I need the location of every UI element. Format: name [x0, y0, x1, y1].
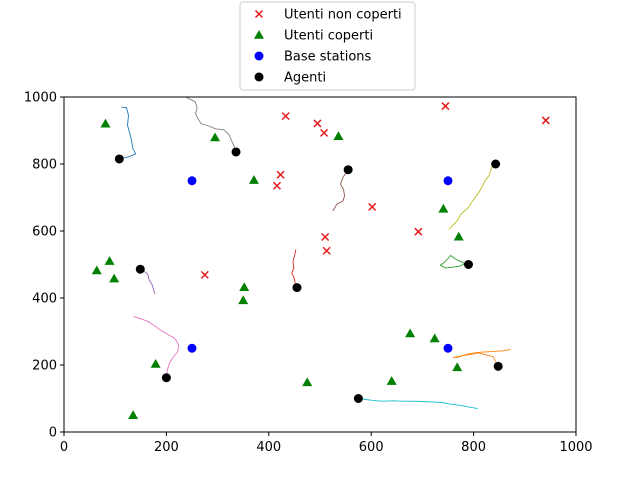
legend-base-stations-label: Base stations [284, 50, 372, 65]
covered-user-marker-2 [210, 132, 221, 142]
uncovered-user-marker-5-stroke-b [320, 128, 329, 137]
agent-marker-6 [292, 283, 302, 293]
trajectory-line-3 [332, 169, 349, 212]
trajectory-line-10 [453, 349, 511, 367]
x-tick-label-1000: 1000 [559, 440, 592, 455]
trajectory-line-5 [140, 268, 156, 295]
covered-user-marker-13 [429, 333, 440, 343]
legend: Utenti non coperti Utenti coperti Base sta… [239, 1, 416, 91]
covered-user-marker-8 [91, 265, 102, 275]
uncovered-user-marker-2-stroke-b [441, 102, 450, 111]
legend-base-stations-marker [254, 51, 264, 61]
legend-uncovered-users-marker-stroke-b [254, 9, 264, 19]
uncovered-user-marker-2 [441, 102, 450, 111]
agent-marker-1 [114, 154, 124, 164]
covered-user-marker-1 [100, 118, 111, 128]
uncovered-user-marker-8-stroke-b [368, 202, 377, 211]
uncovered-user-marker-5 [320, 128, 329, 137]
y-tick-label-600: 600 [32, 225, 57, 240]
trajectory-line-2 [185, 96, 237, 151]
base-station-marker-4 [443, 343, 453, 353]
uncovered-user-marker-7-stroke-b [272, 181, 282, 190]
x-tick-label-0: 0 [60, 440, 68, 455]
legend-covered-users-label: Utenti coperti [284, 29, 373, 44]
uncovered-user-marker-11 [322, 246, 331, 255]
agent-marker-10 [493, 361, 503, 371]
y-tick-label-400: 400 [32, 292, 57, 307]
uncovered-user-marker-1 [281, 112, 290, 121]
legend-covered-users-marker [254, 30, 264, 39]
uncovered-user-marker-10-stroke-b [321, 232, 330, 242]
base-station-marker-3 [187, 343, 197, 353]
agent-marker-5 [135, 264, 145, 274]
uncovered-user-marker-1-stroke-b [281, 112, 290, 121]
agent-marker-4 [491, 159, 501, 169]
covered-user-marker-14 [150, 358, 161, 368]
covered-user-marker-4 [248, 175, 259, 184]
uncovered-user-marker-12 [200, 270, 209, 279]
y-tick-label-1000: 1000 [24, 91, 57, 106]
trajectory-line-4 [448, 163, 494, 230]
legend-agents-label: Agenti [284, 71, 326, 86]
legend-uncovered-users-label: Utenti non coperti [284, 8, 402, 23]
agent-marker-8 [161, 373, 171, 383]
covered-user-marker-3 [333, 131, 344, 140]
legend-box [239, 1, 416, 91]
y-tick-label-0: 0 [49, 426, 57, 441]
covered-user-marker-15 [452, 362, 463, 372]
base-station-marker-2 [443, 176, 453, 186]
uncovered-user-marker-4 [313, 119, 322, 128]
base-station-marker-1 [187, 176, 197, 186]
uncovered-user-marker-6 [276, 170, 285, 179]
covered-user-marker-7 [104, 256, 115, 265]
uncovered-user-marker-10 [321, 232, 330, 242]
uncovered-user-marker-7 [272, 181, 282, 190]
uncovered-user-marker-9-stroke-b [414, 227, 423, 236]
plot-area [64, 97, 576, 432]
x-tick-label-200: 200 [154, 440, 179, 455]
uncovered-user-marker-4-stroke-b [313, 119, 322, 128]
x-tick-label-400: 400 [256, 440, 281, 455]
covered-user-marker-10 [239, 282, 250, 292]
covered-user-marker-12 [405, 328, 416, 338]
x-axis: 0 200 400 600 800 1000 [60, 432, 593, 455]
y-tick-label-200: 200 [32, 359, 57, 374]
covered-user-marker-17 [386, 376, 397, 385]
covered-user-marker-9 [109, 273, 120, 283]
agent-marker-2 [231, 147, 241, 157]
legend-uncovered-users-marker [254, 9, 264, 19]
agent-marker-9 [353, 394, 363, 403]
covered-user-marker-5 [438, 203, 449, 213]
data-markers [91, 102, 550, 419]
uncovered-user-marker-6-stroke-b [276, 170, 285, 179]
trajectory-line-1 [121, 106, 137, 160]
legend-agents-marker [254, 72, 264, 82]
plot-frame [63, 96, 577, 433]
uncovered-user-marker-11-stroke-b [322, 246, 331, 255]
uncovered-user-marker-8 [368, 202, 377, 211]
covered-user-marker-6 [453, 231, 464, 241]
agent-marker-7 [463, 260, 473, 269]
x-tick-label-600: 600 [359, 440, 384, 455]
covered-user-marker-11 [238, 295, 249, 305]
y-tick-label-800: 800 [32, 158, 57, 173]
agent-marker-3 [343, 165, 353, 175]
uncovered-user-marker-3-stroke-b [541, 116, 550, 125]
trajectory-line-9 [358, 398, 478, 410]
trajectory-line-8 [133, 315, 180, 378]
covered-user-marker-16 [302, 377, 313, 387]
x-tick-label-800: 800 [461, 440, 486, 455]
uncovered-user-marker-3 [541, 116, 550, 125]
uncovered-user-marker-9 [414, 227, 423, 236]
uncovered-user-marker-12-stroke-b [200, 270, 209, 279]
covered-user-marker-18 [128, 410, 139, 419]
trajectory-line-7 [439, 254, 469, 269]
y-axis: 0 200 400 600 800 1000 [24, 91, 64, 441]
